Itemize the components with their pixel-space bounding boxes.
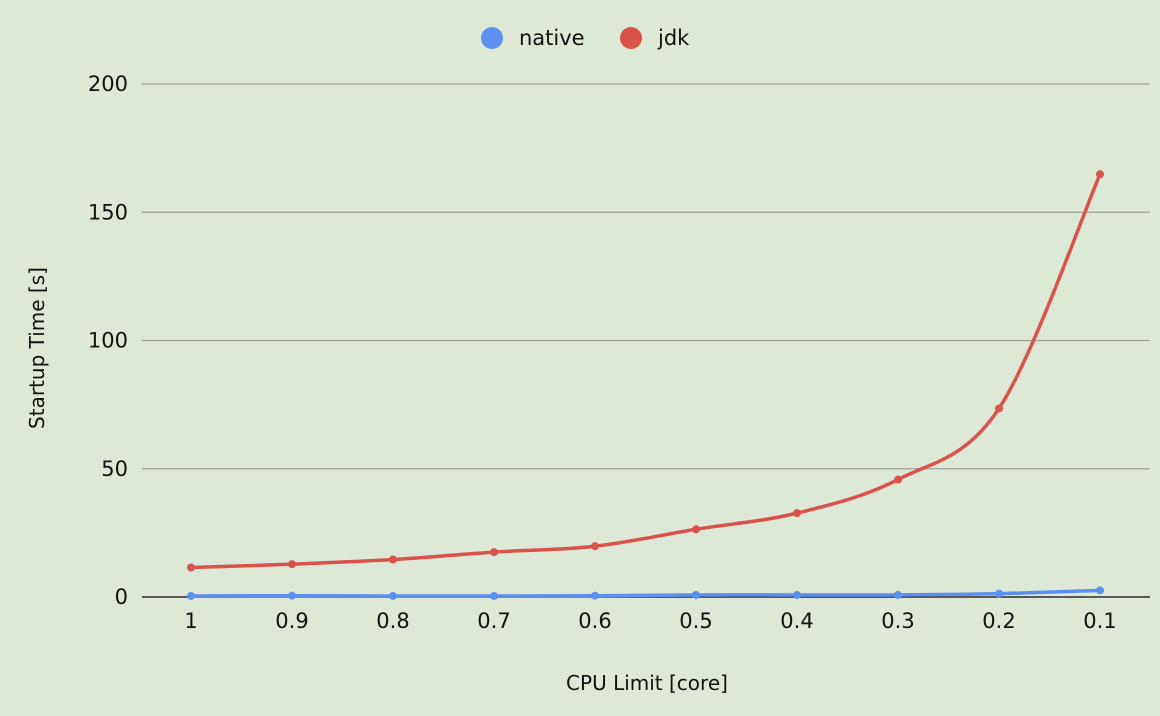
x-axis-ticks: 1 0.9 0.8 0.7 0.6 0.5 0.4 0.3 0.2 0.1	[184, 609, 1116, 633]
data-point-jdk	[793, 509, 801, 518]
series-lines	[187, 170, 1104, 600]
x-tick-label: 0.2	[982, 609, 1015, 633]
series-native	[187, 586, 1104, 600]
data-point-jdk	[995, 404, 1003, 413]
y-tick-label: 100	[88, 329, 128, 353]
data-point-native	[692, 590, 700, 599]
x-tick-label: 1	[184, 609, 197, 633]
legend-label: jdk	[657, 26, 690, 50]
legend-marker	[481, 27, 503, 49]
data-point-jdk	[1096, 170, 1104, 179]
x-tick-label: 0.9	[275, 609, 308, 633]
gridlines	[142, 83, 1150, 598]
data-point-jdk	[591, 542, 599, 551]
x-tick-label: 0.3	[881, 609, 914, 633]
x-tick-label: 0.1	[1083, 609, 1116, 633]
legend: native jdk	[481, 26, 690, 50]
series-jdk	[187, 170, 1104, 572]
y-axis-ticks: 0 50 100 150 200	[88, 72, 128, 609]
data-point-native	[187, 591, 195, 600]
data-point-native	[490, 591, 498, 600]
legend-label: native	[519, 26, 585, 50]
legend-item-jdk: jdk	[620, 26, 690, 50]
y-tick-label: 200	[88, 72, 128, 96]
data-point-native	[793, 590, 801, 599]
data-point-jdk	[894, 475, 902, 484]
y-tick-label: 150	[88, 200, 128, 224]
x-tick-label: 0.8	[376, 609, 409, 633]
y-axis-title: Startup Time [s]	[25, 267, 49, 429]
data-point-jdk	[490, 548, 498, 557]
data-point-native	[591, 591, 599, 600]
legend-item-native: native	[481, 26, 585, 50]
data-point-jdk	[389, 555, 397, 564]
data-point-native	[894, 590, 902, 599]
data-point-jdk	[288, 560, 296, 569]
y-tick-label: 0	[115, 585, 128, 609]
x-tick-label: 0.5	[679, 609, 712, 633]
data-point-native	[389, 591, 397, 600]
series-line-jdk	[189, 172, 1102, 570]
x-tick-label: 0.6	[578, 609, 611, 633]
data-point-native	[1096, 586, 1104, 595]
data-point-jdk	[187, 563, 195, 572]
x-tick-label: 0.7	[477, 609, 510, 633]
data-point-native	[995, 589, 1003, 598]
y-tick-label: 50	[101, 457, 128, 481]
x-tick-label: 0.4	[780, 609, 813, 633]
x-axis-title: CPU Limit [core]	[566, 671, 728, 695]
data-point-jdk	[692, 525, 700, 534]
legend-marker	[620, 27, 642, 49]
series-line-native	[189, 588, 1102, 598]
data-point-native	[288, 591, 296, 600]
